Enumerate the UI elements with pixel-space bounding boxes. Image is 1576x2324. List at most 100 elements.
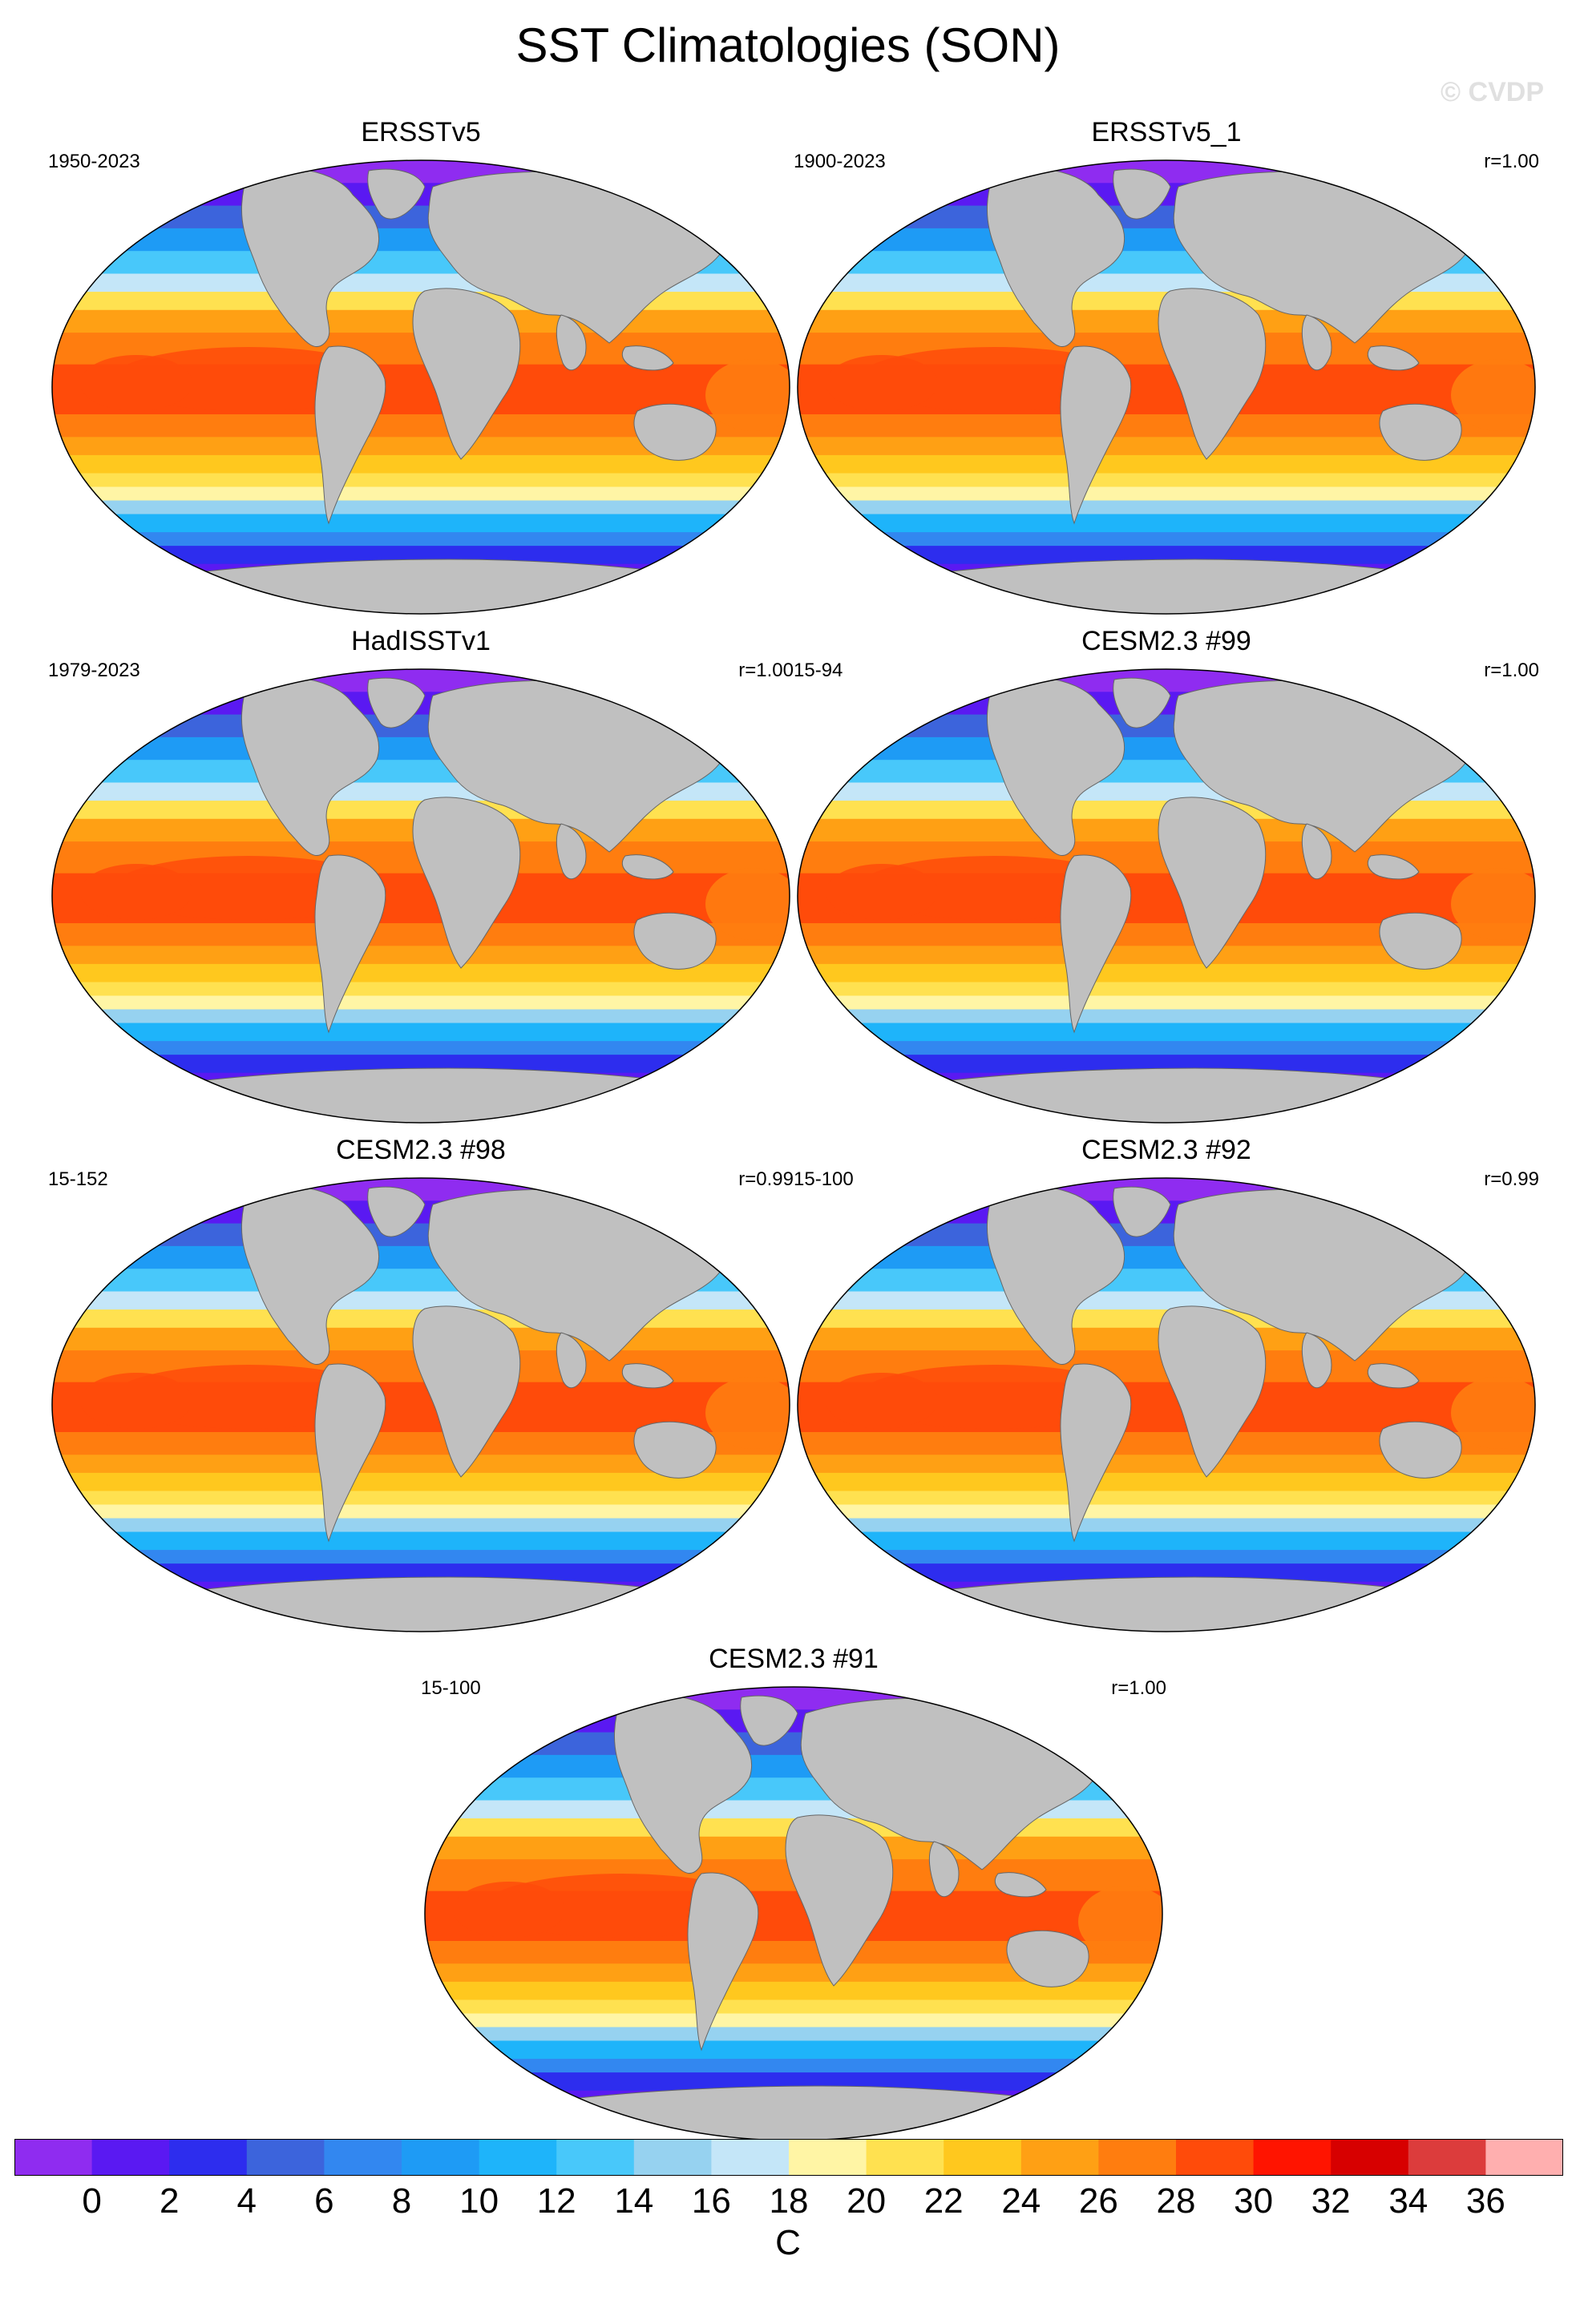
sst-band — [52, 1531, 790, 1551]
map-outline — [797, 1177, 1536, 1632]
land-mass — [556, 823, 587, 880]
land-mass — [1158, 797, 1267, 969]
warm-pool — [1078, 1886, 1162, 1958]
colorbar-tick-label: 4 — [236, 2181, 257, 2221]
warm-pool — [826, 355, 938, 411]
panel-period: 1900-2023 — [794, 151, 886, 172]
warm-pool — [1451, 1377, 1535, 1449]
land-mass — [621, 345, 674, 371]
land-mass — [621, 1363, 674, 1389]
figure-title: SST Climatologies (SON) — [515, 18, 1061, 72]
sst-band — [425, 1999, 1162, 2015]
land-mass — [1158, 288, 1267, 460]
sst-band — [52, 946, 790, 965]
land-mass — [1301, 1332, 1332, 1389]
map-panel: CESM2.3 #92 15-100 r=0.99 — [794, 1134, 1539, 1647]
panel-correlation: r=1.00 — [1111, 1677, 1166, 1699]
sst-band — [798, 714, 1535, 738]
land-mass — [621, 854, 674, 880]
colorbar-swatch — [866, 2139, 944, 2176]
sst-band — [425, 2027, 1162, 2042]
colorbar-swatch — [633, 2139, 712, 2176]
sst-band — [52, 473, 790, 488]
map-panel: HadISSTv1 1979-2023 r=1.00 — [48, 625, 794, 1138]
sst-band — [798, 946, 1535, 965]
land-mass — [1006, 1930, 1089, 1987]
colorbar — [14, 2139, 1563, 2176]
map-outline — [797, 159, 1536, 615]
colorbar-tick-label: 6 — [314, 2181, 334, 2221]
land-mass — [1379, 1421, 1462, 1479]
sst-band — [798, 437, 1535, 456]
colorbar-tick-label: 12 — [536, 2181, 576, 2221]
sst-band — [52, 205, 790, 229]
colorbar-tick-label: 0 — [82, 2181, 102, 2221]
sst-band — [52, 1223, 790, 1247]
sst-band — [798, 1550, 1535, 1565]
land-mass — [367, 168, 426, 220]
colorbar-swatch — [479, 2139, 557, 2176]
land-mass — [240, 676, 380, 857]
map-panel: CESM2.3 #99 15-94 r=1.00 — [794, 625, 1539, 1138]
sst-band — [52, 486, 790, 502]
sst-band — [798, 1041, 1535, 1056]
land-mass — [1158, 1305, 1267, 1478]
land-mass — [986, 676, 1125, 857]
colorbar-tick-label: 24 — [1001, 2181, 1041, 2221]
colorbar-swatch — [1020, 2139, 1099, 2176]
sst-band — [52, 1491, 790, 1506]
warm-pool — [826, 1373, 938, 1429]
warm-pool — [453, 1882, 565, 1938]
sst-band — [798, 532, 1535, 547]
sst-band — [798, 1455, 1535, 1474]
panel-correlation: r=1.00 — [738, 660, 794, 681]
land-mass — [1367, 854, 1420, 880]
sst-band — [798, 1491, 1535, 1506]
sst-band — [52, 437, 790, 456]
land-mass — [1301, 314, 1332, 371]
land-mass — [785, 1814, 894, 1987]
sst-band — [798, 1531, 1535, 1551]
land-mass — [994, 1872, 1047, 1898]
colorbar-tick-label: 16 — [691, 2181, 731, 2221]
sst-band — [798, 1178, 1535, 1202]
panel-title: CESM2.3 #91 — [709, 1644, 879, 1674]
colorbar-swatch — [246, 2139, 325, 2176]
map-panel: ERSSTv5 1950-2023 — [48, 116, 794, 629]
sst-map — [424, 1686, 1163, 2141]
sst-band — [425, 1687, 1162, 1711]
colorbar-tick-label: 36 — [1465, 2181, 1505, 2221]
land-mass — [1060, 345, 1132, 525]
sst-map — [51, 1177, 790, 1632]
sst-band — [52, 669, 790, 693]
sst-band — [52, 1023, 790, 1043]
land-mass — [1301, 823, 1332, 880]
land-mass — [1367, 1363, 1420, 1389]
colorbar-swatch — [1408, 2139, 1486, 2176]
colorbar-tick-label: 10 — [459, 2181, 499, 2221]
colorbar-swatch — [1098, 2139, 1177, 2176]
panel-title: CESM2.3 #98 — [336, 1135, 506, 1165]
sst-band — [798, 205, 1535, 229]
panel-title: CESM2.3 #99 — [1081, 626, 1251, 656]
land-mass — [556, 1332, 587, 1389]
sst-band — [425, 2059, 1162, 2074]
colorbar-units: C — [775, 2223, 801, 2262]
land-mass — [1060, 854, 1132, 1034]
colorbar-swatch — [169, 2139, 248, 2176]
panel-correlation: r=0.99 — [738, 1168, 794, 1190]
sst-band — [425, 1732, 1162, 1756]
warm-pool — [826, 864, 938, 920]
warm-pool — [705, 868, 790, 940]
colorbar-swatch — [1331, 2139, 1409, 2176]
colorbar-swatch — [14, 2139, 93, 2176]
colorbar-tick-label: 18 — [769, 2181, 809, 2221]
sst-band — [798, 1472, 1535, 1492]
sst-band — [798, 1563, 1535, 1583]
colorbar-swatch — [1253, 2139, 1332, 2176]
colorbar-tick-label: 26 — [1078, 2181, 1118, 2221]
map-outline — [51, 159, 790, 615]
watermark: © CVDP — [1441, 77, 1544, 107]
panel-period: 15-100 — [421, 1677, 481, 1699]
sst-band — [52, 1455, 790, 1474]
